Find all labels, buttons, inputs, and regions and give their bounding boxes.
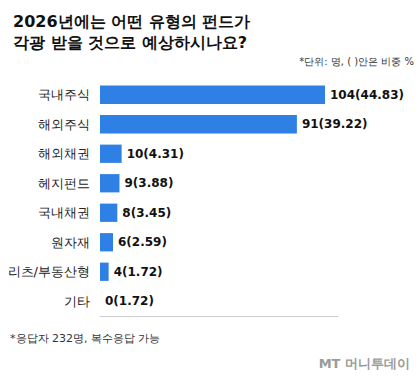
- svg-text:리츠/부동산형: 리츠/부동산형: [8, 264, 90, 279]
- svg-text:*응답자 232명, 복수응답 가능: *응답자 232명, 복수응답 가능: [10, 332, 160, 345]
- svg-text:원자재: 원자재: [51, 235, 90, 250]
- svg-text:4(1.72): 4(1.72): [114, 265, 163, 279]
- svg-text:9(3.88): 9(3.88): [124, 176, 173, 190]
- svg-text:국내채권: 국내채권: [38, 205, 90, 220]
- svg-text:기타: 기타: [64, 294, 90, 309]
- svg-text:8(3.45): 8(3.45): [122, 206, 171, 220]
- svg-text:10(4.31): 10(4.31): [127, 147, 184, 161]
- svg-text:*단위: 명, ( )안은 비중 %: *단위: 명, ( )안은 비중 %: [299, 56, 414, 67]
- svg-text:104(44.83): 104(44.83): [330, 88, 404, 102]
- svg-text:6(2.59): 6(2.59): [118, 235, 167, 249]
- svg-text:해외주식: 해외주식: [38, 117, 90, 132]
- svg-text:91(39.22): 91(39.22): [302, 117, 368, 131]
- svg-text:해외채권: 해외채권: [38, 146, 90, 161]
- svg-text:국내주식: 국내주식: [38, 87, 90, 102]
- svg-text:MT 머니투데이: MT 머니투데이: [319, 356, 410, 371]
- svg-text:2026년에는 어떤 유형의 펀드가: 2026년에는 어떤 유형의 펀드가: [13, 12, 250, 31]
- svg-text:0(1.72): 0(1.72): [105, 294, 154, 308]
- svg-text:각광 받을 것으로 예상하시나요?: 각광 받을 것으로 예상하시나요?: [13, 33, 247, 52]
- svg-text:헤지펀드: 헤지펀드: [38, 176, 90, 191]
